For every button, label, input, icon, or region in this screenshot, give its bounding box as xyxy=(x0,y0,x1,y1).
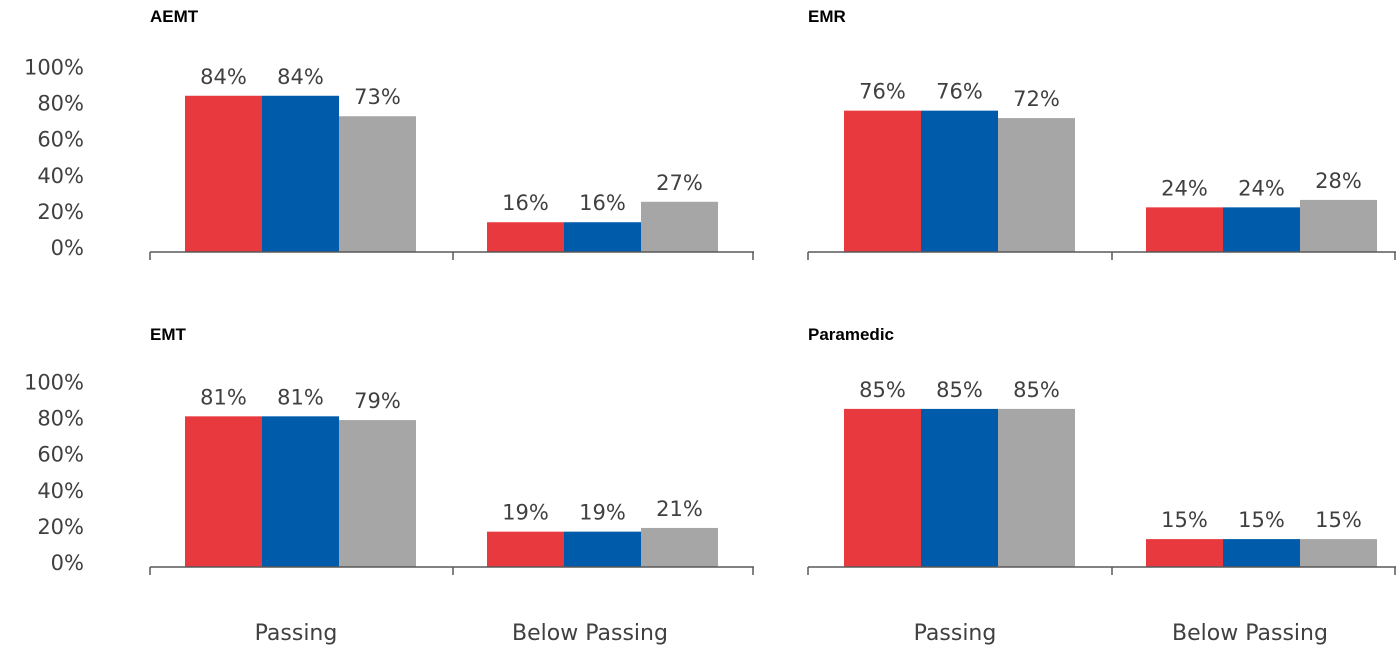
y-tick-label: 0% xyxy=(51,551,84,575)
data-label: 84% xyxy=(277,65,324,89)
data-label: 84% xyxy=(200,65,247,89)
bar xyxy=(921,408,998,567)
data-label: 27% xyxy=(656,171,703,195)
y-tick-label: 0% xyxy=(51,236,84,260)
bar xyxy=(844,110,921,252)
x-category-label: Below Passing xyxy=(1172,621,1328,646)
data-label: 15% xyxy=(1161,508,1208,532)
y-tick-label: 100% xyxy=(24,371,84,395)
bar xyxy=(487,531,564,567)
panel-title: Paramedic xyxy=(808,325,894,344)
data-label: 81% xyxy=(200,385,247,409)
x-category-label: Passing xyxy=(255,621,338,646)
bar xyxy=(185,95,262,252)
bar xyxy=(185,416,262,567)
panel-title: EMT xyxy=(150,325,187,344)
bar xyxy=(339,420,416,567)
bar xyxy=(844,408,921,567)
y-tick-label: 80% xyxy=(37,407,84,431)
y-tick-label: 100% xyxy=(24,56,84,80)
bar xyxy=(998,118,1075,252)
panel-title: AEMT xyxy=(150,7,199,26)
bar xyxy=(262,416,339,567)
bar xyxy=(921,110,998,252)
data-label: 81% xyxy=(277,385,324,409)
bar xyxy=(1146,539,1223,567)
data-label: 85% xyxy=(936,378,983,402)
data-label: 19% xyxy=(579,501,626,525)
data-label: 85% xyxy=(1013,378,1060,402)
data-label: 21% xyxy=(656,497,703,521)
y-tick-label: 40% xyxy=(37,479,84,503)
bar xyxy=(641,201,718,252)
data-label: 73% xyxy=(354,85,401,109)
y-tick-label: 20% xyxy=(37,200,84,224)
bar xyxy=(339,116,416,252)
bar xyxy=(1223,539,1300,567)
data-label: 15% xyxy=(1315,508,1362,532)
y-tick-label: 60% xyxy=(37,443,84,467)
bar xyxy=(487,222,564,252)
data-label: 85% xyxy=(859,378,906,402)
bar xyxy=(262,95,339,252)
data-label: 24% xyxy=(1161,176,1208,200)
data-label: 19% xyxy=(502,501,549,525)
y-tick-label: 20% xyxy=(37,515,84,539)
x-category-label: Passing xyxy=(914,621,997,646)
bar xyxy=(1223,207,1300,252)
y-tick-label: 40% xyxy=(37,164,84,188)
data-label: 28% xyxy=(1315,169,1362,193)
x-category-label: Below Passing xyxy=(512,621,668,646)
data-label: 15% xyxy=(1238,508,1285,532)
bar xyxy=(564,222,641,252)
data-label: 24% xyxy=(1238,176,1285,200)
data-label: 16% xyxy=(579,191,626,215)
data-label: 76% xyxy=(936,80,983,104)
bar xyxy=(1300,199,1377,252)
bar xyxy=(1300,539,1377,567)
bar xyxy=(998,408,1075,567)
data-label: 72% xyxy=(1013,87,1060,111)
data-label: 76% xyxy=(859,80,906,104)
y-tick-label: 80% xyxy=(37,92,84,116)
panel-title: EMR xyxy=(808,7,846,26)
bar xyxy=(564,531,641,567)
bar xyxy=(641,527,718,567)
data-label: 79% xyxy=(354,389,401,413)
data-label: 16% xyxy=(502,191,549,215)
y-tick-label: 60% xyxy=(37,128,84,152)
bar xyxy=(1146,207,1223,252)
